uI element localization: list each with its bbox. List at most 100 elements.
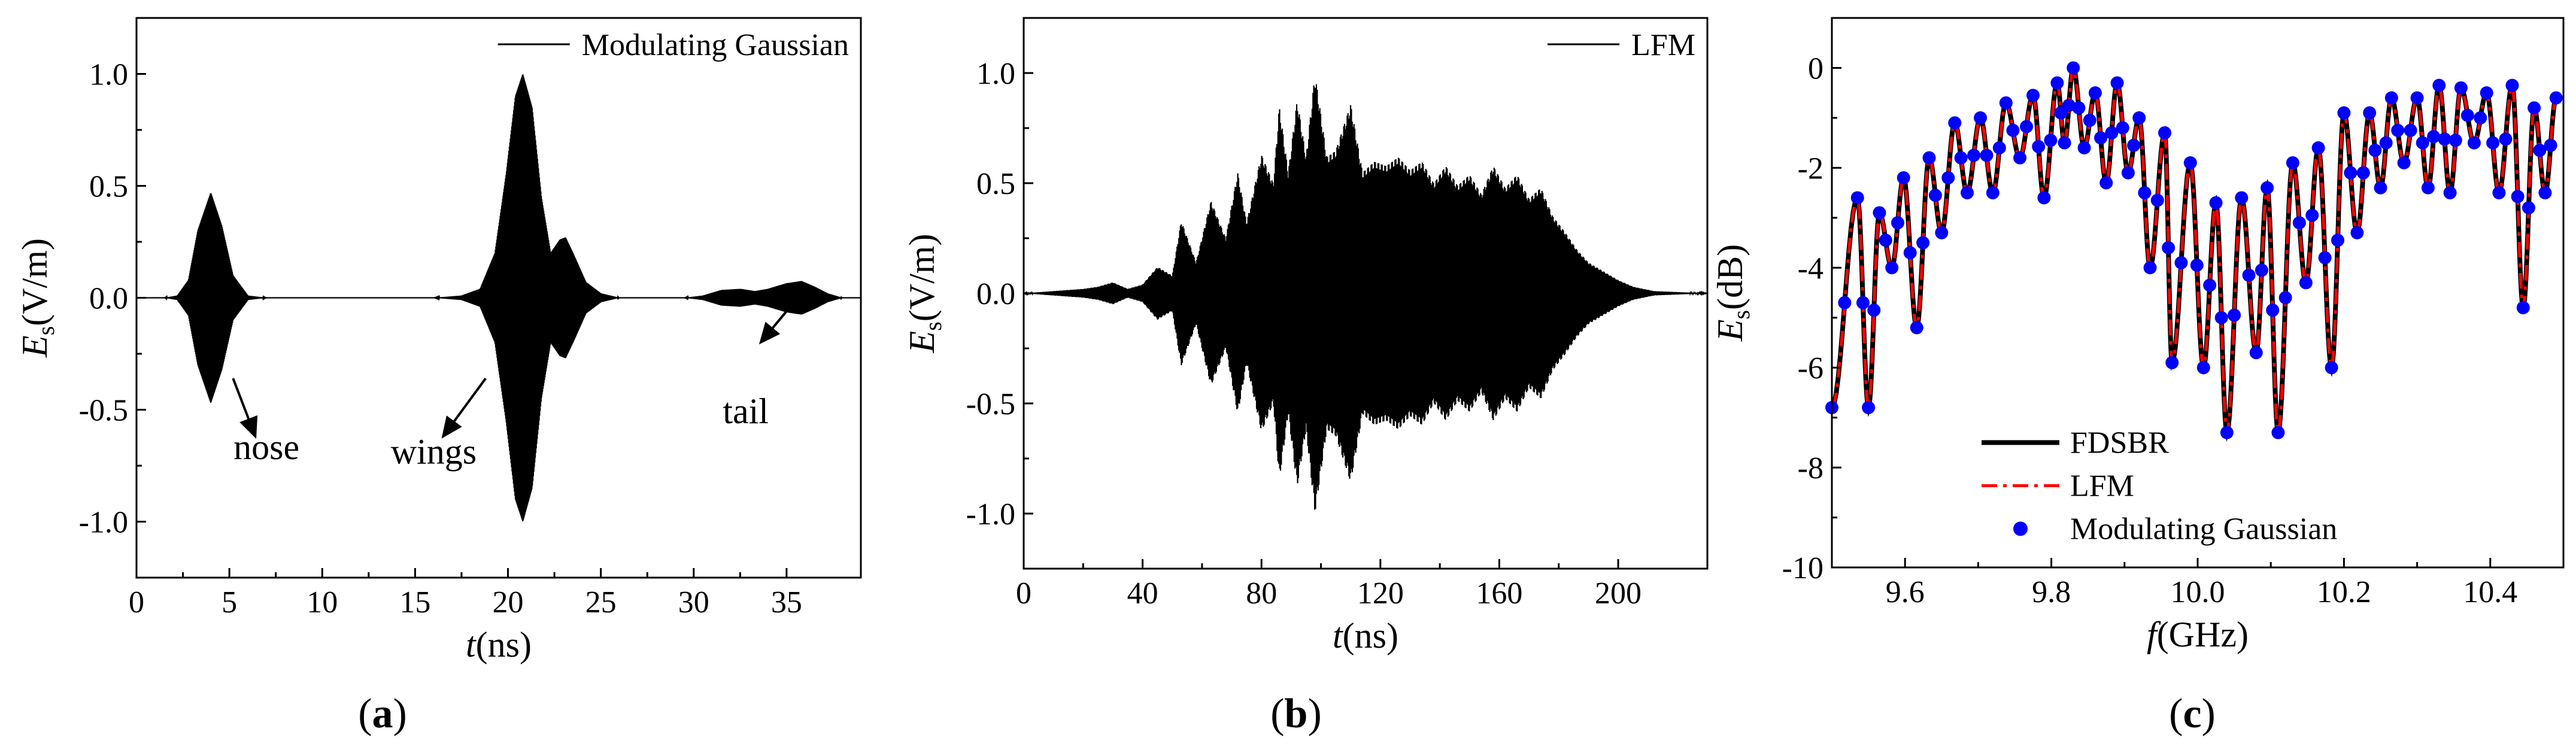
panel-c-y-tick-label: 0 (1808, 51, 1823, 86)
panel-c-gaussian-marker (1941, 171, 1955, 185)
panel-b-axes: 0 40 80 120 160 200 -1.0 -0.5 0.0 0.5 1.0 t(ns) Es(V… (902, 17, 1709, 655)
panel-a-annotation-arrow (758, 283, 810, 345)
panel-a-x-axis-title: t(ns) (466, 625, 532, 664)
panel-a-x-tick-label: 25 (585, 585, 617, 620)
panel-c-gaussian-marker (2050, 76, 2064, 90)
panel-c-gaussian-marker (1879, 233, 1892, 247)
panel-c-legend-fdsbr-label: FDSBR (2070, 426, 2169, 460)
panel-c-gaussian-marker (1928, 189, 1942, 202)
panel-c-gaussian-marker (2026, 89, 2040, 102)
panel-c-legend: FDSBR LFM Modulating Gaussian (1982, 426, 2337, 546)
panel-b-lfm-chart: LFM 0 40 80 120 160 200 -1.0 -0.5 0.0 0.5 1.0 t(ns)… (902, 17, 1709, 737)
panel-b-x-tick-label: 0 (1016, 576, 1031, 611)
panel-c-gaussian-marker (2391, 123, 2405, 137)
panel-c-gaussian-marker (2220, 426, 2234, 439)
panel-c-gaussian-marker (2350, 226, 2364, 239)
panel-c-gaussian-marker (2099, 176, 2113, 190)
panel-c-gaussian-marker (1967, 148, 1981, 162)
panel-c-gaussian-marker (2379, 136, 2393, 150)
panel-c-gaussian-marker (2427, 130, 2441, 144)
panel-c-gaussian-marker (1910, 321, 1923, 335)
panel-c-gaussian-marker (2368, 144, 2382, 157)
panel-a-x-tick-label: 20 (493, 585, 524, 620)
panel-c-gaussian-marker (2438, 132, 2451, 146)
panel-c-plot-layer (1825, 61, 2563, 442)
panel-c-gaussian-marker (1954, 151, 1968, 165)
panel-c-x-tick-label: 10.0 (2171, 575, 2225, 609)
panel-c-gaussian-marker (2511, 190, 2525, 204)
panel-b-plot-layer (1023, 84, 1707, 510)
panel-c-gaussian-marker (2474, 111, 2487, 125)
panel-c-gaussian-marker (2522, 201, 2535, 215)
panel-a-annotation-label: wings (391, 432, 477, 471)
panel-c-gaussian-marker (2044, 133, 2058, 147)
panel-b-x-tick-label: 40 (1127, 576, 1158, 611)
panel-c-gaussian-marker (1948, 116, 1962, 130)
panel-c-gaussian-marker (2384, 91, 2398, 105)
panel-c-gaussian-marker (2255, 263, 2268, 277)
panel-c-gaussian-marker (2228, 308, 2241, 322)
panel-c-fdsbr-line (1832, 63, 2559, 442)
panel-a-annotation-label: tail (723, 391, 769, 431)
panel-a-plot-layer (136, 74, 861, 521)
panel-c-gaussian-marker (1974, 111, 1988, 125)
panel-c-gaussian-marker (2032, 139, 2046, 153)
panel-c-gaussian-marker (2037, 191, 2051, 205)
panel-c-gaussian-marker (2549, 91, 2563, 105)
panel-c-gaussian-marker (2467, 136, 2481, 150)
panel-c-gaussian-marker (2162, 241, 2176, 254)
panel-c-gaussian-marker (2374, 181, 2387, 195)
panel-c-gaussian-marker (2305, 208, 2319, 222)
panel-c-gaussian-marker (2443, 186, 2457, 200)
panel-c-gaussian-marker (2110, 76, 2124, 90)
panel-c-gaussian-marker (2356, 166, 2370, 180)
panel-a-annotation-arrow (441, 377, 487, 439)
panel-c-gaussian-marker (2331, 233, 2345, 247)
panel-b-legend-label: LFM (1631, 28, 1695, 62)
panel-c-gaussian-marker (2448, 133, 2462, 147)
panel-b-x-axis-title: t(ns) (1333, 616, 1398, 655)
panel-a-annotations: nose wings tail (232, 283, 810, 471)
panel-c-gaussian-marker (1885, 261, 1899, 275)
panel-c-y-tick-label: -6 (1798, 351, 1823, 385)
panel-a-y-tick-label: -1.0 (79, 506, 128, 540)
panel-c-gaussian-marker (2242, 268, 2256, 282)
panel-a-axes: 0 5 10 15 20 25 30 35 -1.0 -0.5 0.0 0.5 1.0 t(ns) Es(V… (15, 17, 862, 664)
panel-c-gaussian-marker (2460, 108, 2474, 122)
panel-c-gaussian-marker (1838, 296, 1852, 309)
panel-c-gaussian-marker (2432, 78, 2446, 92)
panel-a-annotation-arrow (232, 378, 258, 439)
panel-c-gaussian-marker (2533, 144, 2547, 157)
panel-c-gaussian-marker (2158, 126, 2172, 139)
panel-a-x-tick-label: 30 (678, 585, 709, 620)
panel-c-gaussian-marker (1903, 246, 1917, 260)
panel-c-gaussian-marker (1862, 400, 1876, 414)
panel-c-gaussian-marker (2421, 181, 2435, 195)
panel-c-gaussian-marker (2062, 99, 2076, 113)
panel-c-gaussian-marker (2286, 156, 2299, 170)
panel-c-gaussian-marker (2209, 196, 2223, 209)
panel-a-legend: Modulating Gaussian (497, 28, 849, 62)
panel-a-x-tick-label: 35 (771, 585, 802, 620)
panel-c-gaussian-marker (2416, 136, 2429, 150)
panel-b-y-tick-label: -1.0 (966, 497, 1015, 532)
panel-a-y-axis-title: Es(V/m) (15, 238, 59, 358)
panel-c-gaussian-marker (2311, 141, 2325, 154)
panel-c-y-tick-label: -2 (1798, 151, 1823, 186)
panel-b-x-tick-label: 160 (1476, 576, 1522, 611)
panel-c-gaussian-marker (2249, 346, 2263, 360)
panel-a-x-tick-label: 0 (129, 585, 144, 620)
panel-c-gaussian-marker (2190, 259, 2204, 272)
panel-c-gaussian-marker (2516, 301, 2530, 315)
panel-c-gaussian-marker (2344, 166, 2357, 180)
panel-c-x-tick-label: 10.4 (2463, 575, 2517, 609)
panel-c-gaussian-marker (2505, 78, 2519, 92)
panel-c-gaussian-marker (2143, 261, 2157, 275)
panel-c-gaussian-marker (1986, 186, 1999, 200)
panel-c-gaussian-marker (2266, 303, 2280, 317)
panel-b-x-tick-label: 80 (1246, 576, 1277, 611)
panel-a-y-tick-label: 1.0 (89, 58, 128, 92)
panel-c-gaussian-marker (2410, 91, 2424, 105)
panel-c-y-tick-label: -10 (1782, 551, 1823, 585)
